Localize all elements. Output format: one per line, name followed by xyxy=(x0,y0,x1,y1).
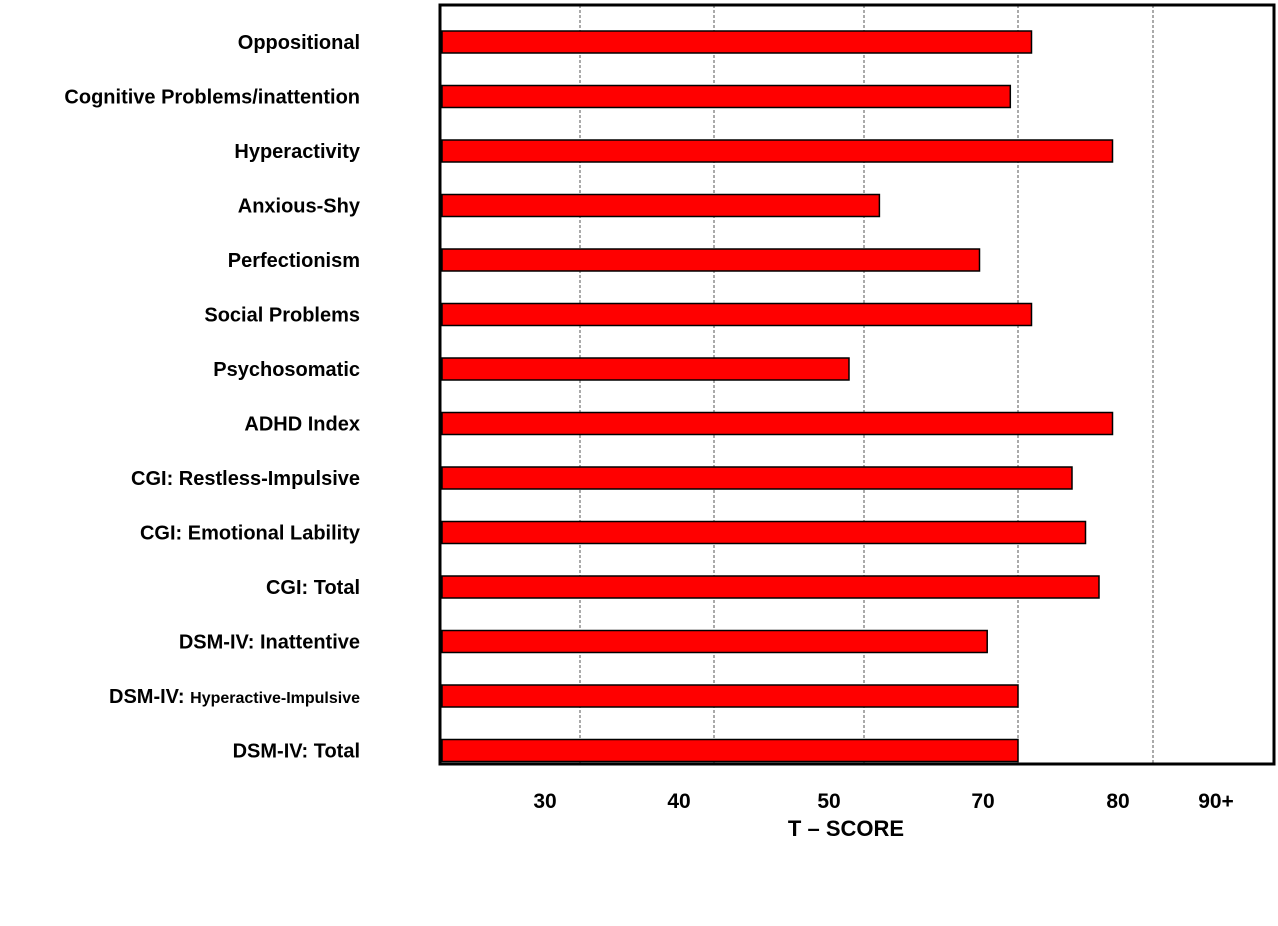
x-tick-label: 80 xyxy=(1106,790,1129,813)
category-label: DSM-IV: Inattentive xyxy=(179,632,360,654)
bar xyxy=(441,84,1012,109)
bar xyxy=(441,575,1100,599)
bar xyxy=(441,30,1033,54)
bar xyxy=(441,629,988,654)
bar xyxy=(441,684,1019,708)
x-axis-title: T – SCORE xyxy=(788,816,904,841)
bar xyxy=(441,738,1019,763)
category-label: Cognitive Problems/inattention xyxy=(64,87,360,109)
bar xyxy=(441,193,881,218)
category-label: CGI: Total xyxy=(266,577,360,599)
category-label: ADHD Index xyxy=(244,414,360,436)
category-label: Social Problems xyxy=(204,305,360,327)
bar xyxy=(441,357,850,381)
x-tick-label: 40 xyxy=(667,790,690,813)
category-label: Oppositional xyxy=(238,32,360,54)
category-label: DSM-IV: Total xyxy=(233,741,360,763)
plot-frame xyxy=(438,3,1276,766)
bar xyxy=(441,411,1114,436)
x-tick-label: 50 xyxy=(817,790,840,813)
x-tick-label: 70 xyxy=(971,790,994,813)
category-label: Perfectionism xyxy=(228,250,360,272)
category-labels: Oppositional Cognitive Problems/inattenti… xyxy=(64,32,360,763)
bar xyxy=(441,466,1073,490)
x-tick-label: 90+ xyxy=(1198,790,1234,813)
bars xyxy=(441,30,1114,763)
bar xyxy=(441,302,1033,327)
category-label: Hyperactivity xyxy=(234,141,360,163)
category-label: Psychosomatic xyxy=(213,359,360,381)
bar xyxy=(441,520,1087,545)
category-label: CGI: Emotional Lability xyxy=(140,523,361,545)
x-tick-labels: 30 40 50 70 80 90+ xyxy=(533,790,1233,813)
category-label: DSM-IV: Hyperactive-Impulsive xyxy=(109,686,360,708)
bar xyxy=(441,248,981,272)
category-label: Anxious-Shy xyxy=(238,196,361,218)
x-tick-label: 30 xyxy=(533,790,556,813)
category-label: CGI: Restless-Impulsive xyxy=(131,468,360,490)
bar xyxy=(441,139,1114,163)
